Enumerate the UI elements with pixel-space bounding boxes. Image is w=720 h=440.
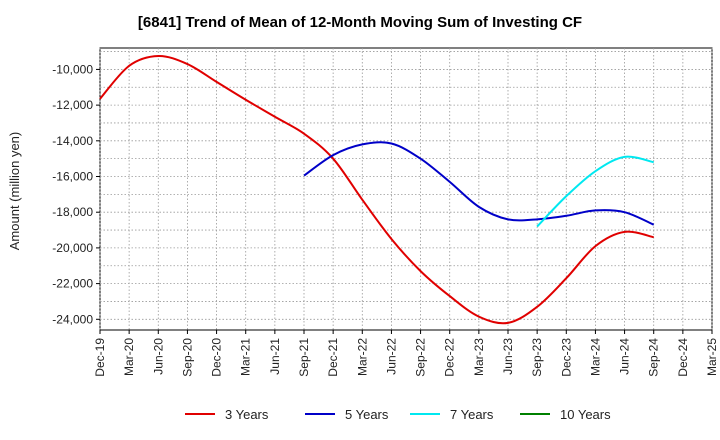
legend-label: 7 Years xyxy=(450,407,494,422)
chart-title: [6841] Trend of Mean of 12-Month Moving … xyxy=(138,14,582,31)
y-tick-label: -24,000 xyxy=(52,312,93,326)
legend: 3 Years 5 Years 7 Years 10 Years xyxy=(185,407,611,422)
x-tick-label: Mar-24 xyxy=(588,338,602,376)
legend-label: 10 Years xyxy=(560,407,611,422)
legend-label: 5 Years xyxy=(345,407,389,422)
x-tick-label: Dec-19 xyxy=(93,338,107,377)
y-tick-label: -18,000 xyxy=(52,205,93,219)
y-tick-label: -22,000 xyxy=(52,277,93,291)
x-tick-label: Sep-21 xyxy=(297,338,311,377)
y-axis: -10,000 -12,000 -14,000 -16,000 -18,000 -20,0… xyxy=(52,62,100,326)
series-line-3-years xyxy=(99,55,654,325)
x-tick-label: Sep-23 xyxy=(530,338,544,377)
x-tick-label: Dec-21 xyxy=(326,338,340,377)
grid-lines xyxy=(99,48,713,330)
x-tick-label: Jun-21 xyxy=(268,338,282,375)
legend-label: 3 Years xyxy=(225,407,269,422)
x-tick-label: Mar-20 xyxy=(122,338,136,376)
plot-frame xyxy=(99,47,713,331)
x-tick-label: Jun-20 xyxy=(151,338,165,375)
x-tick-label: Mar-21 xyxy=(239,338,253,376)
x-tick-label: Jun-24 xyxy=(618,338,632,375)
x-tick-label: Jun-23 xyxy=(501,338,515,375)
x-tick-label: Mar-23 xyxy=(472,338,486,376)
series-lines xyxy=(99,55,655,325)
x-tick-label: Mar-22 xyxy=(355,338,369,376)
y-tick-label: -14,000 xyxy=(52,134,93,148)
series-line-5-years xyxy=(303,141,655,226)
y-tick-label: -10,000 xyxy=(52,62,93,76)
x-tick-label: Dec-23 xyxy=(559,338,573,377)
x-tick-label: Jun-22 xyxy=(384,338,398,375)
y-tick-label: -12,000 xyxy=(52,98,93,112)
series-line-7-years xyxy=(536,155,654,228)
x-axis: Dec-19 Mar-20 Jun-20 Sep-20 Dec-20 Mar-21 Jun-… xyxy=(93,330,719,377)
x-tick-label: Dec-22 xyxy=(443,338,457,377)
x-tick-label: Mar-25 xyxy=(705,338,719,376)
x-tick-label: Sep-20 xyxy=(180,338,194,377)
plot-area xyxy=(99,47,713,331)
y-axis-label: Amount (million yen) xyxy=(7,132,22,251)
x-tick-label: Sep-22 xyxy=(414,338,428,377)
x-tick-label: Dec-24 xyxy=(676,338,690,377)
x-tick-label: Dec-20 xyxy=(210,338,224,377)
y-tick-label: -20,000 xyxy=(52,241,93,255)
y-tick-label: -16,000 xyxy=(52,170,93,184)
x-tick-label: Sep-24 xyxy=(647,338,661,377)
